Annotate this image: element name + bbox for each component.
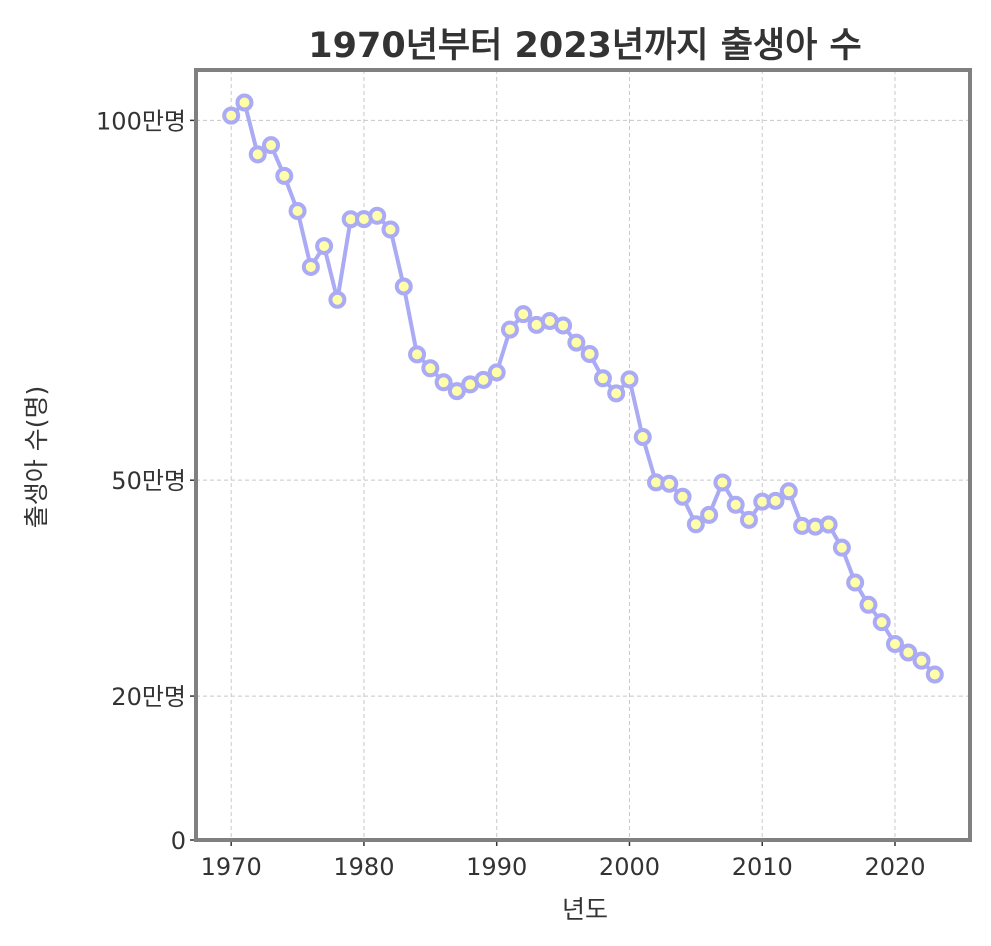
axes-layer: 1970 1980 1990 2000 2010 2020 0 20만명 50만명 100만명 bbox=[96, 107, 925, 881]
data-point bbox=[832, 538, 851, 557]
data-point bbox=[514, 305, 533, 324]
data-point bbox=[222, 106, 241, 125]
x-tick-label: 1990 bbox=[466, 853, 527, 881]
data-point bbox=[434, 373, 453, 392]
x-tick-label: 1970 bbox=[201, 853, 262, 881]
data-point bbox=[593, 369, 612, 388]
series-line bbox=[229, 100, 937, 676]
data-point bbox=[620, 370, 639, 389]
data-point bbox=[554, 316, 573, 335]
data-point bbox=[859, 595, 878, 614]
data-point bbox=[421, 359, 440, 378]
data-point bbox=[739, 510, 758, 529]
data-point bbox=[381, 220, 400, 239]
series-layer bbox=[222, 93, 944, 684]
data-point bbox=[673, 487, 692, 506]
data-point bbox=[580, 344, 599, 363]
data-point bbox=[899, 643, 918, 662]
data-point bbox=[328, 290, 347, 309]
data-point bbox=[872, 613, 891, 632]
data-point bbox=[912, 651, 931, 670]
data-point bbox=[301, 257, 320, 276]
data-point bbox=[846, 573, 865, 592]
x-tick-label: 2010 bbox=[732, 853, 793, 881]
data-point bbox=[633, 428, 652, 447]
data-point bbox=[819, 515, 838, 534]
data-point bbox=[607, 384, 626, 403]
chart-title: 1970년부터 2023년까지 출생아 수 bbox=[308, 26, 861, 66]
y-tick-label: 100만명 bbox=[96, 107, 186, 135]
data-point bbox=[660, 474, 679, 493]
x-axis-label: 년도 bbox=[562, 895, 608, 924]
data-point bbox=[500, 320, 519, 339]
x-tick-label: 2020 bbox=[864, 853, 925, 881]
data-point bbox=[766, 491, 785, 510]
y-axis-label: 출생아 수(명) bbox=[22, 386, 51, 528]
data-point bbox=[235, 93, 254, 112]
y-tick-label: 20만명 bbox=[111, 683, 186, 711]
data-point bbox=[487, 363, 506, 382]
plot-frame bbox=[194, 68, 972, 842]
data-point bbox=[567, 333, 586, 352]
data-point bbox=[447, 382, 466, 401]
data-point bbox=[474, 370, 493, 389]
y-tick-label: 50만명 bbox=[111, 467, 186, 495]
data-point bbox=[315, 237, 334, 256]
data-point bbox=[700, 505, 719, 524]
data-point bbox=[726, 495, 745, 514]
data-point bbox=[885, 635, 904, 654]
data-point bbox=[713, 473, 732, 492]
data-point bbox=[262, 136, 281, 155]
grid-lines bbox=[196, 70, 970, 840]
data-point bbox=[925, 665, 944, 684]
data-point bbox=[248, 145, 267, 164]
y-tick-label: 0 bbox=[171, 827, 186, 855]
data-point bbox=[779, 482, 798, 501]
data-point bbox=[408, 345, 427, 364]
data-point bbox=[394, 277, 413, 296]
x-tick-label: 2000 bbox=[599, 853, 660, 881]
x-tick-label: 1980 bbox=[333, 853, 394, 881]
data-point bbox=[275, 166, 294, 185]
data-point bbox=[368, 206, 387, 225]
data-point bbox=[288, 202, 307, 221]
data-point bbox=[686, 515, 705, 534]
